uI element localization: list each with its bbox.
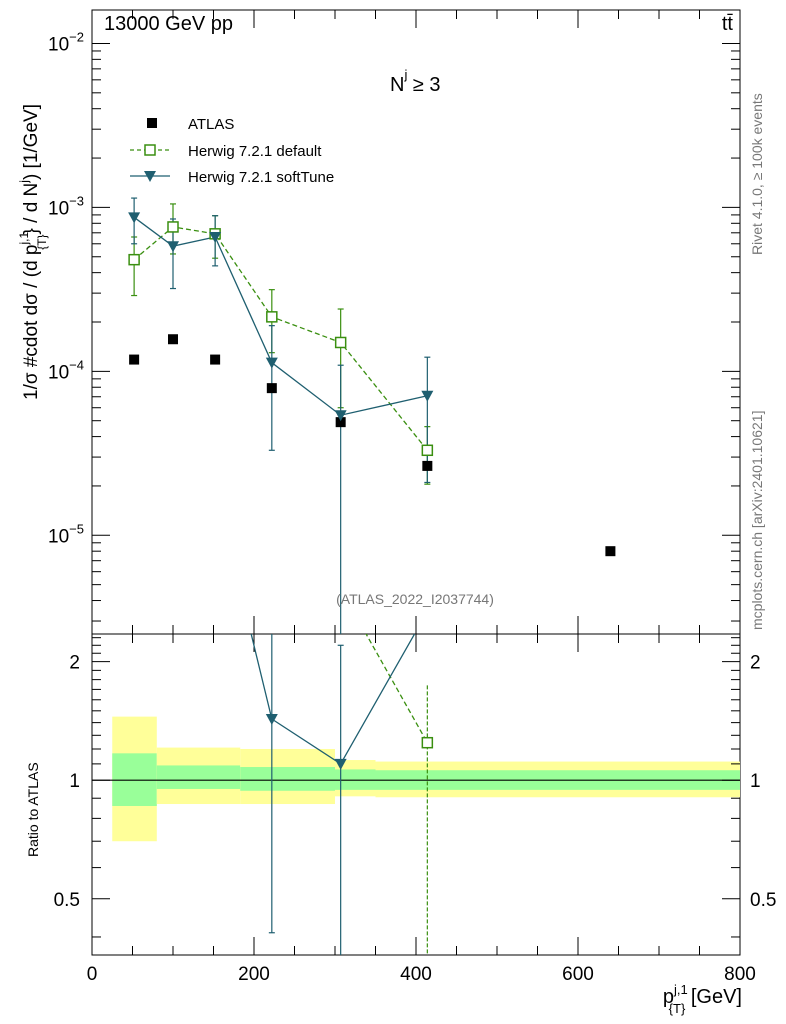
legend-default-label: Herwig 7.2.1 default xyxy=(188,143,322,160)
ratio-y-tick-label: 1 xyxy=(69,771,80,792)
main-y-tick-label: 10−3 xyxy=(48,193,84,219)
herwig-default-point xyxy=(421,444,434,457)
ratio-y-tick-label-right: 1 xyxy=(750,771,761,792)
cut-label-sup: j xyxy=(403,67,407,82)
atlas-point xyxy=(335,417,346,428)
ratio-default-line xyxy=(365,634,428,744)
x-tick-label: 200 xyxy=(238,964,270,985)
energy-label: 13000 GeV pp xyxy=(104,13,233,35)
ratio-series xyxy=(250,634,434,955)
herwig-default-point xyxy=(128,253,140,266)
main-y-tick-label-base: 10 xyxy=(48,526,69,547)
ratio-soft-point xyxy=(334,758,347,770)
legend: ATLAS Herwig 7.2.1 default Herwig 7.2.1 … xyxy=(130,116,334,186)
main-y-tick-label: 10−5 xyxy=(48,521,84,547)
atlas-point xyxy=(422,460,433,471)
herwig-default-line xyxy=(133,226,428,451)
ratio-y-tick-label: 0.5 xyxy=(54,890,80,911)
main-y-tick-label-exp: −5 xyxy=(69,521,84,536)
legend-soft-marker xyxy=(144,171,156,182)
rivet-label: Rivet 4.1.0, ≥ 100k events xyxy=(749,93,765,255)
main-y-tick-label-base: 10 xyxy=(48,34,69,55)
legend-atlas-label: ATLAS xyxy=(188,116,234,133)
main-y-tick-label-exp: −2 xyxy=(69,29,84,44)
atlas-point xyxy=(605,546,616,557)
ratio-axes: 0 200 400 600 800 0.5 0.5 1 1 2 2 xyxy=(54,634,776,985)
ratio-band-inner xyxy=(240,767,335,791)
herwig-default-point xyxy=(334,336,347,349)
main-y-axis-label: 1/σ #cdot dσ / (d pj,1 {T}} / d Nj) [1/Ge… xyxy=(17,104,49,400)
site-label: mcplots.cern.ch [arXiv:2401.10621] xyxy=(749,411,765,630)
x-axis-label: pj,1 {T} [GeV] xyxy=(663,982,742,1016)
main-y-tick-label: 10−4 xyxy=(48,357,84,383)
x-tick-label: 400 xyxy=(400,964,432,985)
atlas-point xyxy=(129,354,140,365)
atlas-point xyxy=(168,334,178,345)
x-tick-label: 800 xyxy=(724,964,756,985)
legend-soft-label: Herwig 7.2.1 softTune xyxy=(188,169,334,186)
ratio-uncertainty-bands xyxy=(92,716,740,842)
herwig-soft-point xyxy=(265,357,278,369)
herwig-soft-point xyxy=(334,410,347,422)
herwig-default-point xyxy=(167,221,179,233)
ratio-y-tick-label-right: 2 xyxy=(750,653,761,674)
main-y-tick-label-base: 10 xyxy=(48,198,69,219)
main-y-tick-label-exp: −3 xyxy=(69,193,84,208)
herwig-default-point xyxy=(266,311,278,323)
herwig-soft-point xyxy=(421,390,434,402)
ratio-band-inner xyxy=(156,765,241,789)
process-label: tt̄ xyxy=(722,13,734,35)
main-y-tick-label: 10−2 xyxy=(48,29,84,55)
herwig-soft-point xyxy=(167,241,179,253)
ratio-default-point xyxy=(421,736,434,749)
cut-label: Nj ≥ 3 xyxy=(390,67,441,96)
ratio-soft-line xyxy=(250,634,416,765)
analysis-id: (ATLAS_2022_I2037744) xyxy=(336,591,494,607)
x-tick-label: 0 xyxy=(87,964,98,985)
atlas-point xyxy=(266,383,277,394)
herwig-soft-point xyxy=(209,231,222,243)
ratio-y-axis-label: Ratio to ATLAS xyxy=(25,762,41,857)
legend-default-marker xyxy=(144,144,156,156)
legend-atlas-marker xyxy=(147,118,157,128)
x-tick-label: 600 xyxy=(562,964,594,985)
main-y-tick-label-exp: −4 xyxy=(69,357,84,372)
cut-label-main: N xyxy=(390,74,404,96)
main-plot-frame xyxy=(91,9,741,635)
main-series xyxy=(128,197,616,634)
herwig-soft-point xyxy=(128,212,141,224)
ratio-y-tick-label-right: 0.5 xyxy=(750,890,776,911)
main-axes: 10−510−410−310−2 xyxy=(48,10,741,634)
ratio-soft-point xyxy=(265,713,278,725)
atlas-point xyxy=(210,354,221,365)
main-y-tick-label-base: 10 xyxy=(48,362,69,383)
cut-label-rest: ≥ 3 xyxy=(407,74,440,96)
herwig-soft-line xyxy=(133,216,428,416)
ratio-y-tick-label: 2 xyxy=(69,653,80,674)
